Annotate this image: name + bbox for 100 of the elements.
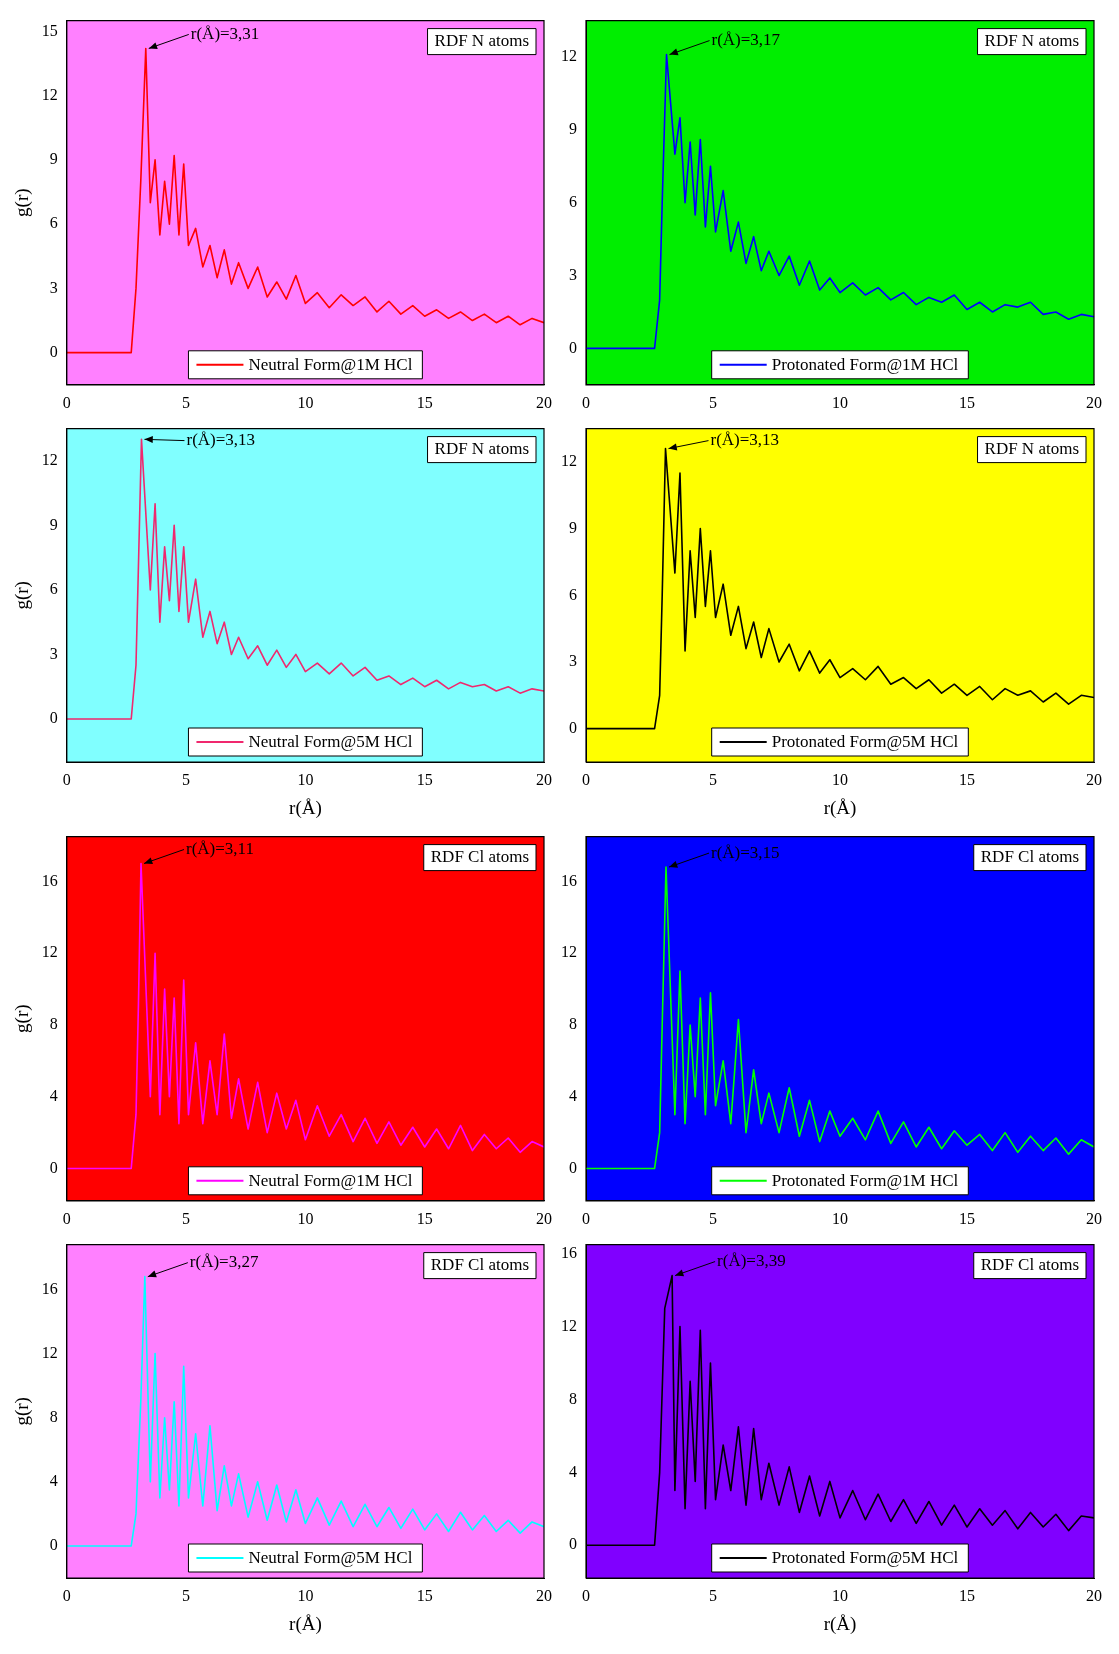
y-tick-label: 12 (561, 47, 577, 65)
y-tick-label: 0 (569, 1158, 577, 1176)
x-tick-label: 15 (959, 770, 975, 788)
y-tick-label: 12 (561, 943, 577, 961)
x-tick-label: 15 (959, 1586, 975, 1604)
x-tick-label: 0 (62, 1209, 71, 1227)
annotation: RDF N atoms (434, 439, 530, 459)
y-tick-label: 9 (49, 515, 58, 533)
y-tick-label: 8 (49, 1015, 58, 1033)
annotation: r(Å)=3,31 (190, 23, 260, 43)
y-axis-title: g(r) (11, 581, 34, 610)
y-axis-title: g(r) (11, 188, 34, 217)
x-tick-label: 10 (297, 393, 314, 411)
x-tick-label: 10 (832, 393, 848, 411)
x-tick-label: 0 (62, 393, 71, 411)
x-tick-label: 0 (62, 1586, 71, 1604)
x-axis-title: r(Å) (289, 796, 322, 819)
y-tick-label: 8 (569, 1015, 577, 1033)
y-tick-label: 4 (569, 1462, 577, 1480)
x-axis-title: r(Å) (823, 796, 857, 819)
y-tick-label: 12 (561, 1316, 577, 1334)
y-tick-label: 0 (49, 1536, 58, 1554)
x-tick-label: 20 (1086, 770, 1102, 788)
y-tick-label: 0 (49, 1158, 58, 1176)
legend-label: Neutral Form@1M HCl (248, 1171, 413, 1191)
y-tick-label: 6 (49, 214, 58, 232)
x-tick-label: 0 (582, 1209, 590, 1227)
legend-label: Neutral Form@5M HCl (248, 732, 413, 752)
legend-label: Protonated Form@1M HCl (771, 355, 959, 375)
x-tick-label: 20 (536, 770, 552, 788)
x-tick-label: 5 (709, 1209, 717, 1227)
annotation: r(Å)=3,27 (189, 1252, 259, 1272)
y-tick-label: 3 (49, 644, 58, 662)
x-tick-label: 10 (297, 1209, 314, 1227)
x-tick-label: 15 (416, 1586, 433, 1604)
legend-label: Protonated Form@5M HCl (771, 732, 959, 752)
x-tick-label: 20 (1086, 1209, 1102, 1227)
y-tick-label: 12 (41, 451, 58, 469)
x-tick-label: 10 (297, 1586, 314, 1604)
y-tick-label: 12 (41, 1343, 58, 1361)
y-tick-label: 4 (49, 1472, 58, 1490)
x-tick-label: 20 (1086, 1586, 1102, 1604)
y-tick-label: 12 (41, 943, 58, 961)
x-tick-label: 5 (182, 393, 191, 411)
y-tick-label: 0 (49, 709, 58, 727)
annotation: RDF Cl atoms (430, 1255, 530, 1275)
y-tick-label: 4 (569, 1086, 577, 1104)
annotation: r(Å)=3,39 (717, 1251, 786, 1271)
legend-label: Neutral Form@1M HCl (248, 355, 413, 375)
y-tick-label: 16 (41, 871, 58, 889)
annotation: RDF N atoms (984, 439, 1080, 459)
annotation: r(Å)=3,11 (186, 838, 254, 858)
y-tick-label: 3 (569, 265, 577, 283)
x-tick-label: 0 (582, 770, 590, 788)
x-tick-label: 10 (297, 770, 314, 788)
y-tick-label: 16 (561, 871, 577, 889)
x-tick-label: 10 (832, 1586, 848, 1604)
y-tick-label: 0 (49, 342, 58, 360)
y-tick-label: 8 (49, 1407, 58, 1425)
y-tick-label: 0 (569, 718, 577, 736)
y-tick-label: 4 (49, 1086, 58, 1104)
legend-label: Protonated Form@1M HCl (771, 1171, 959, 1191)
y-tick-label: 9 (49, 150, 58, 168)
y-tick-label: 3 (569, 652, 577, 670)
x-tick-label: 10 (832, 770, 848, 788)
x-axis-title: r(Å) (289, 1612, 322, 1635)
x-tick-label: 20 (536, 1586, 552, 1604)
x-tick-label: 20 (1086, 393, 1102, 411)
x-tick-label: 15 (416, 1209, 433, 1227)
annotation: r(Å)=3,17 (711, 30, 781, 50)
x-tick-label: 5 (182, 1586, 191, 1604)
x-tick-label: 5 (182, 1209, 191, 1227)
y-tick-label: 8 (569, 1389, 577, 1407)
x-tick-label: 15 (959, 393, 975, 411)
y-tick-label: 6 (569, 192, 577, 210)
annotation: RDF Cl atoms (430, 847, 530, 867)
annotation: RDF Cl atoms (980, 1255, 1080, 1275)
x-tick-label: 20 (536, 393, 552, 411)
y-tick-label: 0 (569, 1535, 577, 1553)
x-tick-label: 5 (709, 770, 717, 788)
y-tick-label: 12 (561, 452, 577, 470)
x-tick-label: 10 (832, 1209, 848, 1227)
x-tick-label: 5 (709, 1586, 717, 1604)
x-tick-label: 20 (536, 1209, 552, 1227)
x-axis-title: r(Å) (823, 1612, 857, 1635)
y-tick-label: 3 (49, 278, 58, 296)
annotation: RDF Cl atoms (980, 847, 1080, 867)
y-tick-label: 9 (569, 120, 577, 138)
x-tick-label: 15 (416, 393, 433, 411)
x-tick-label: 15 (416, 770, 433, 788)
y-tick-label: 0 (569, 338, 577, 356)
y-tick-label: 12 (41, 85, 58, 103)
y-axis-title: g(r) (11, 1004, 34, 1033)
annotation: r(Å)=3,13 (710, 430, 780, 450)
y-tick-label: 16 (561, 1243, 577, 1261)
x-tick-label: 0 (62, 770, 71, 788)
annotation: RDF N atoms (984, 31, 1080, 51)
y-tick-label: 6 (49, 580, 58, 598)
x-tick-label: 5 (709, 393, 717, 411)
annotation: r(Å)=3,15 (711, 842, 780, 862)
